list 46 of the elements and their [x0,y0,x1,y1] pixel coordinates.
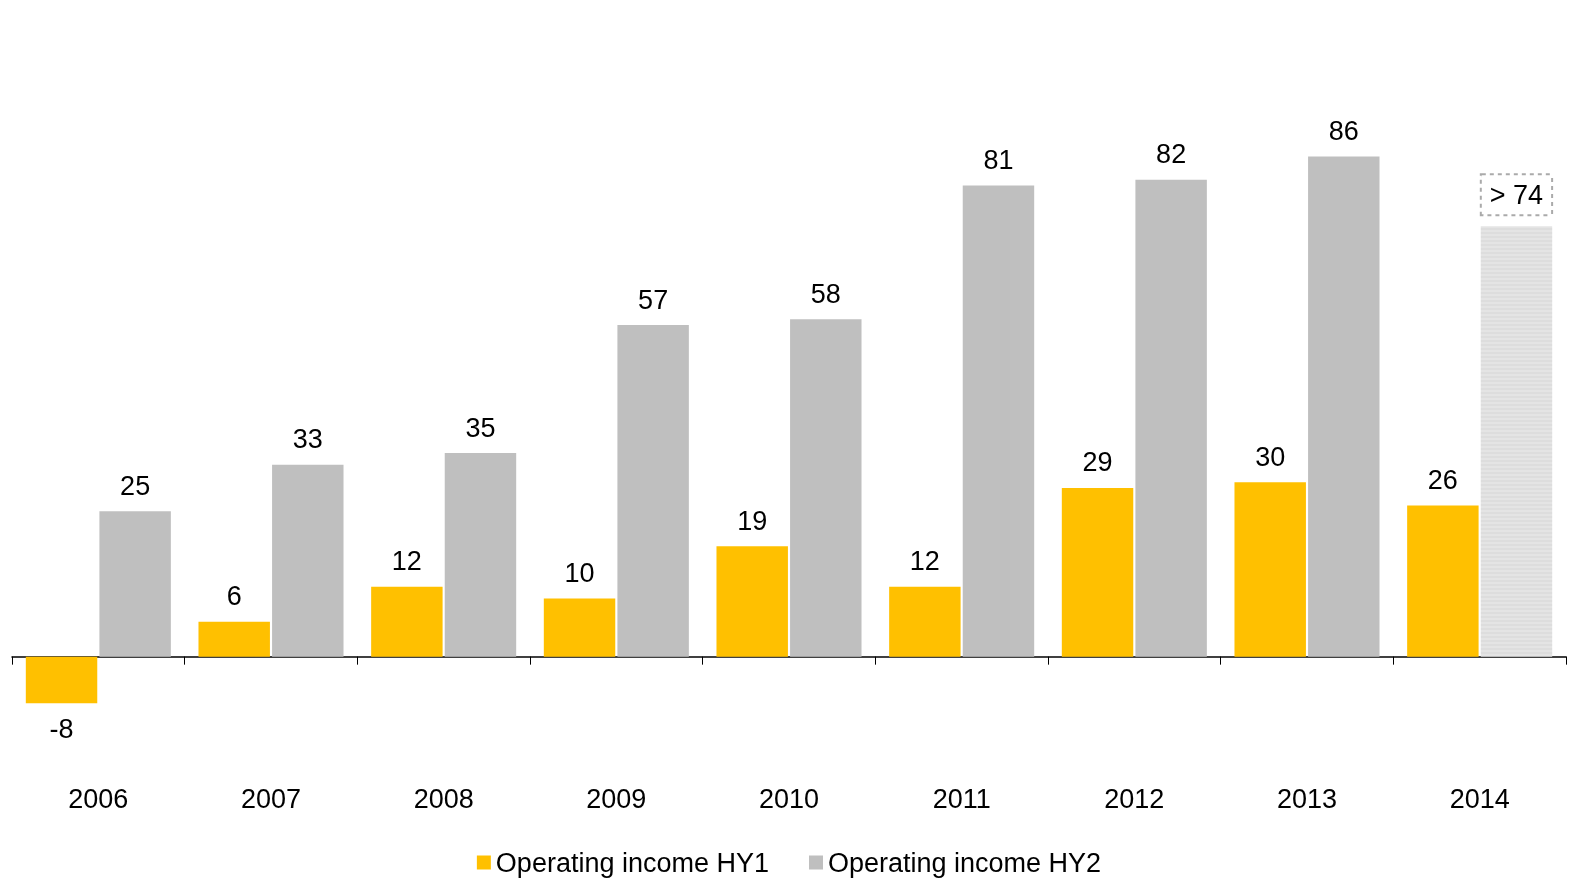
legend-label: Operating income HY1 [495,847,769,878]
data-label: 86 [1328,115,1359,146]
bar [1234,482,1306,657]
x-tick-label: 2008 [413,783,474,814]
bar [716,546,788,657]
data-label: 26 [1427,464,1458,495]
x-tick-label: 2010 [758,783,820,814]
bar [25,656,98,704]
x-tick-label: 2006 [68,783,129,814]
bar [790,319,862,657]
data-label: 10 [564,558,595,588]
bar [198,621,270,657]
data-label: 29 [1082,447,1113,478]
bar [889,586,961,657]
bar [272,464,344,657]
x-tick-label: 2014 [1449,783,1510,814]
bar [444,453,517,657]
data-label: 6 [226,581,242,612]
bar [1135,179,1207,657]
data-label: 58 [810,278,841,309]
bar [1407,505,1479,657]
data-label: > 74 [1489,179,1544,210]
bar [371,586,443,657]
bar [99,511,171,657]
data-label: 30 [1255,441,1286,472]
data-label: 57 [638,284,669,315]
legend-label: Operating income HY2 [828,847,1102,878]
data-label: 33 [292,424,323,455]
bar [543,598,616,657]
x-tick-label: 2013 [1276,783,1338,814]
data-label: 12 [391,546,422,577]
bar [962,185,1035,657]
x-tick-label: 2009 [586,783,647,814]
x-tick-label: 2007 [240,783,302,814]
data-label: -8 [49,713,74,744]
x-tick-label: 2012 [1104,783,1165,814]
bar [617,325,689,657]
data-label: 35 [465,412,496,443]
x-tick-label: 2011 [932,783,991,814]
bar [1061,487,1134,657]
data-label: 19 [737,505,768,536]
data-label: 12 [909,546,940,577]
bar [1308,156,1380,657]
data-label: 81 [983,145,1014,176]
data-label: 25 [120,470,151,501]
data-label: 82 [1156,139,1187,170]
